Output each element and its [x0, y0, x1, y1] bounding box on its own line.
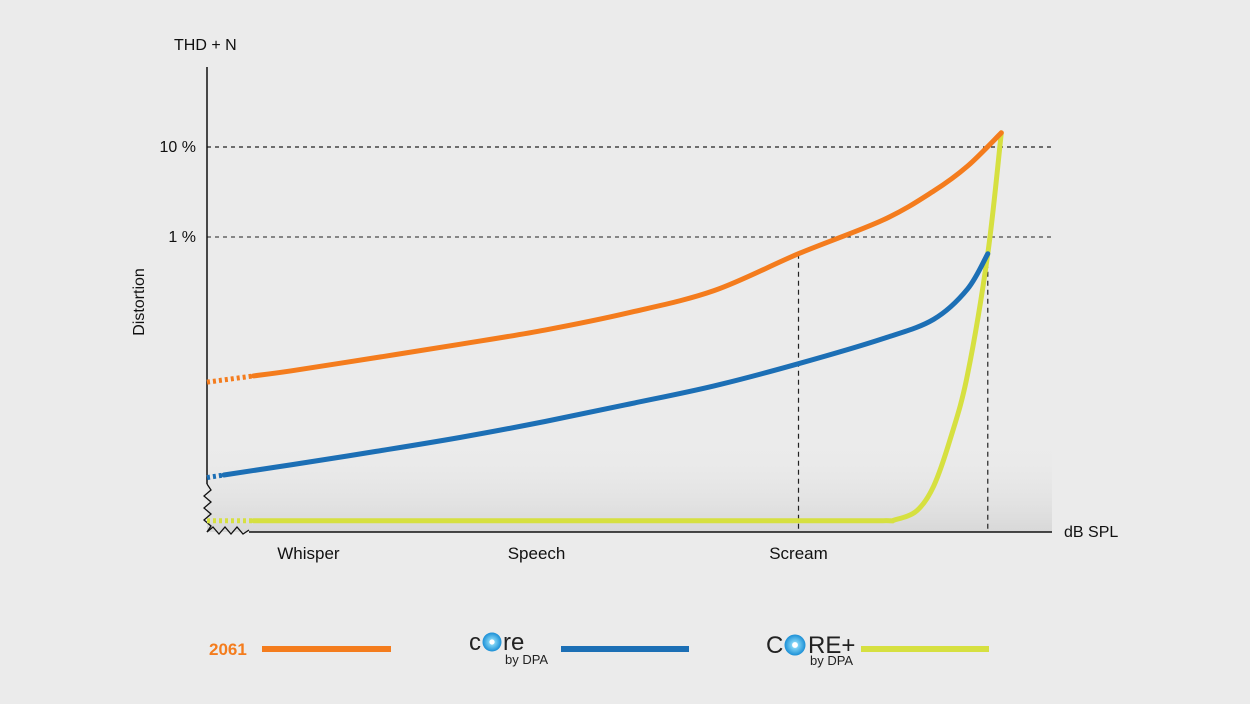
- legend-item-2061: 2061: [209, 640, 391, 659]
- series-core-plus: [207, 130, 1004, 524]
- core-logo-sub: by DPA: [505, 652, 548, 667]
- series-line-2061: [250, 130, 1004, 379]
- legend-item-core: c re by DPA: [469, 629, 689, 667]
- y-axis-title: Distortion: [131, 268, 148, 336]
- x-category-scream: Scream: [769, 544, 828, 563]
- x-axis-break: [206, 526, 250, 535]
- y-unit-label: THD + N: [174, 37, 237, 54]
- disc-icon: [784, 634, 806, 656]
- svg-text:C: C: [766, 632, 783, 659]
- core-plus-logo: C RE+ by DPA: [766, 632, 855, 668]
- svg-text:re: re: [503, 629, 524, 656]
- x-category-whisper: Whisper: [277, 544, 340, 563]
- svg-text:RE+: RE+: [808, 632, 855, 659]
- series-line-core-plus: [250, 130, 1004, 524]
- core-logo: c re by DPA: [469, 629, 548, 667]
- series-core: [206, 251, 991, 481]
- y-axis-break: [203, 483, 212, 533]
- y-tick-label-10: 10 %: [160, 139, 196, 156]
- core-plus-logo-sub: by DPA: [810, 653, 853, 668]
- disc-icon: [482, 632, 502, 652]
- svg-text:c: c: [469, 629, 481, 656]
- y-tick-label-1: 1 %: [168, 229, 196, 246]
- series-2061: [206, 130, 1004, 385]
- legend: 2061 c re by DPA C RE+ by DPA: [209, 629, 989, 668]
- x-category-speech: Speech: [508, 544, 566, 563]
- legend-label-2061: 2061: [209, 640, 247, 659]
- series-line-2061-dotted: [206, 373, 254, 385]
- series-line-core-dotted: [206, 472, 225, 481]
- series-line-core: [221, 251, 991, 478]
- legend-item-core-plus: C RE+ by DPA: [766, 632, 989, 668]
- x-axis-title: dB SPL: [1064, 524, 1118, 541]
